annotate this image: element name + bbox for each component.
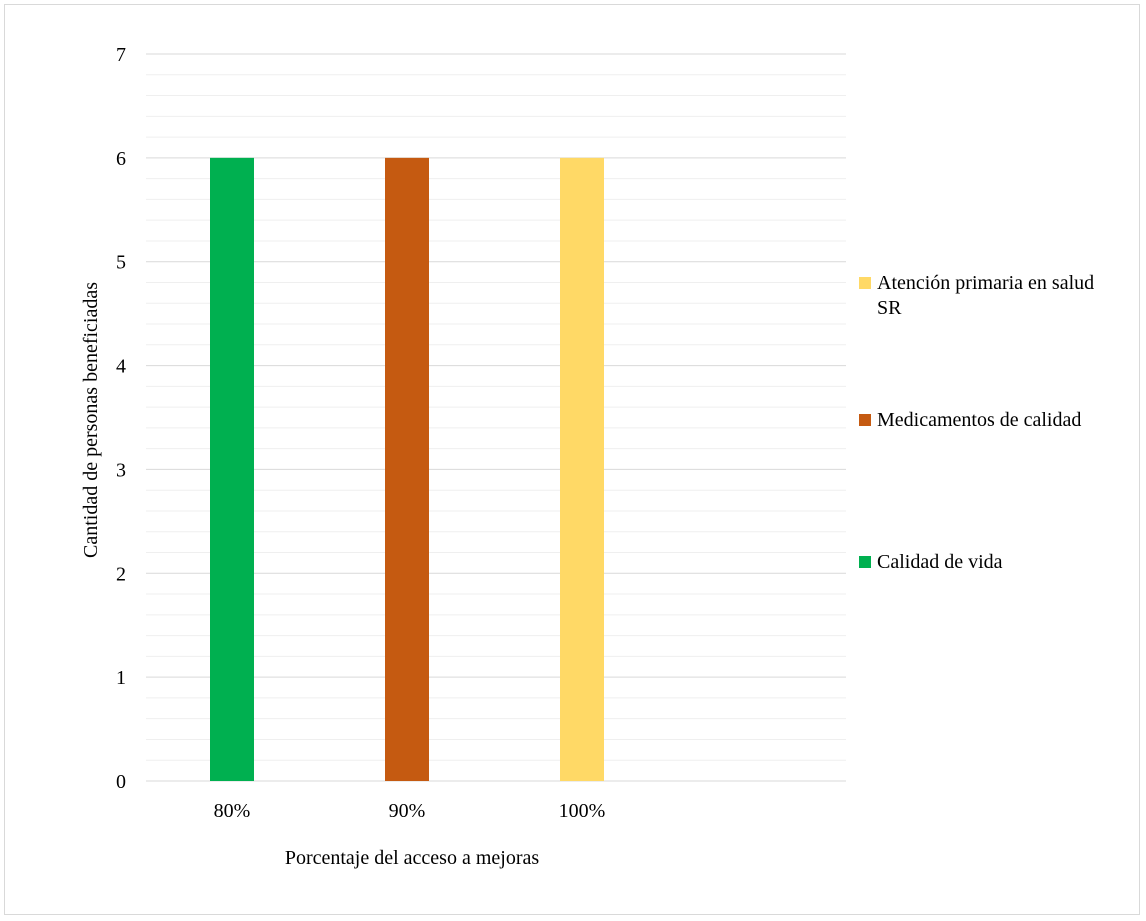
x-tick-label: 90% <box>389 800 426 822</box>
x-axis-title: Porcentaje del acceso a mejoras <box>285 847 540 869</box>
x-tick-label: 100% <box>559 800 606 822</box>
bars <box>210 157 604 781</box>
y-axis-ticks: 0 1 2 3 4 5 6 7 <box>116 44 126 793</box>
bar-80pct <box>210 157 254 781</box>
y-axis-title: Cantidad de personas beneficiadas <box>80 282 102 558</box>
legend-label: Calidad de vida <box>877 551 1003 573</box>
legend-swatch <box>859 277 871 289</box>
y-tick-label: 1 <box>116 667 126 689</box>
legend: Atención primaria en salud SR Medicamentos… <box>859 272 1094 573</box>
y-tick-label: 7 <box>116 44 126 66</box>
y-tick-label: 3 <box>116 459 126 481</box>
y-tick-label: 0 <box>116 771 126 793</box>
bar-90pct <box>385 157 429 781</box>
legend-swatch <box>859 556 871 568</box>
x-tick-label: 80% <box>214 800 251 822</box>
legend-label: Atención primaria en salud <box>877 272 1094 294</box>
x-axis-ticks: 80% 90% 100% <box>214 800 606 822</box>
gridlines <box>146 53 846 782</box>
y-tick-label: 5 <box>116 252 126 274</box>
y-tick-label: 2 <box>116 563 126 585</box>
y-tick-label: 6 <box>116 148 126 170</box>
legend-swatch <box>859 414 871 426</box>
legend-label: SR <box>877 297 902 319</box>
legend-label: Medicamentos de calidad <box>877 409 1081 431</box>
bar-100pct <box>560 157 604 781</box>
y-tick-label: 4 <box>116 356 126 378</box>
